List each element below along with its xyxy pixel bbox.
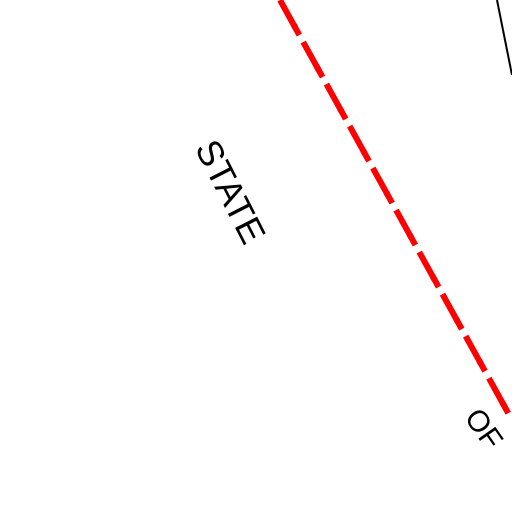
state-boundary xyxy=(277,0,512,422)
boundary-line xyxy=(496,0,512,76)
